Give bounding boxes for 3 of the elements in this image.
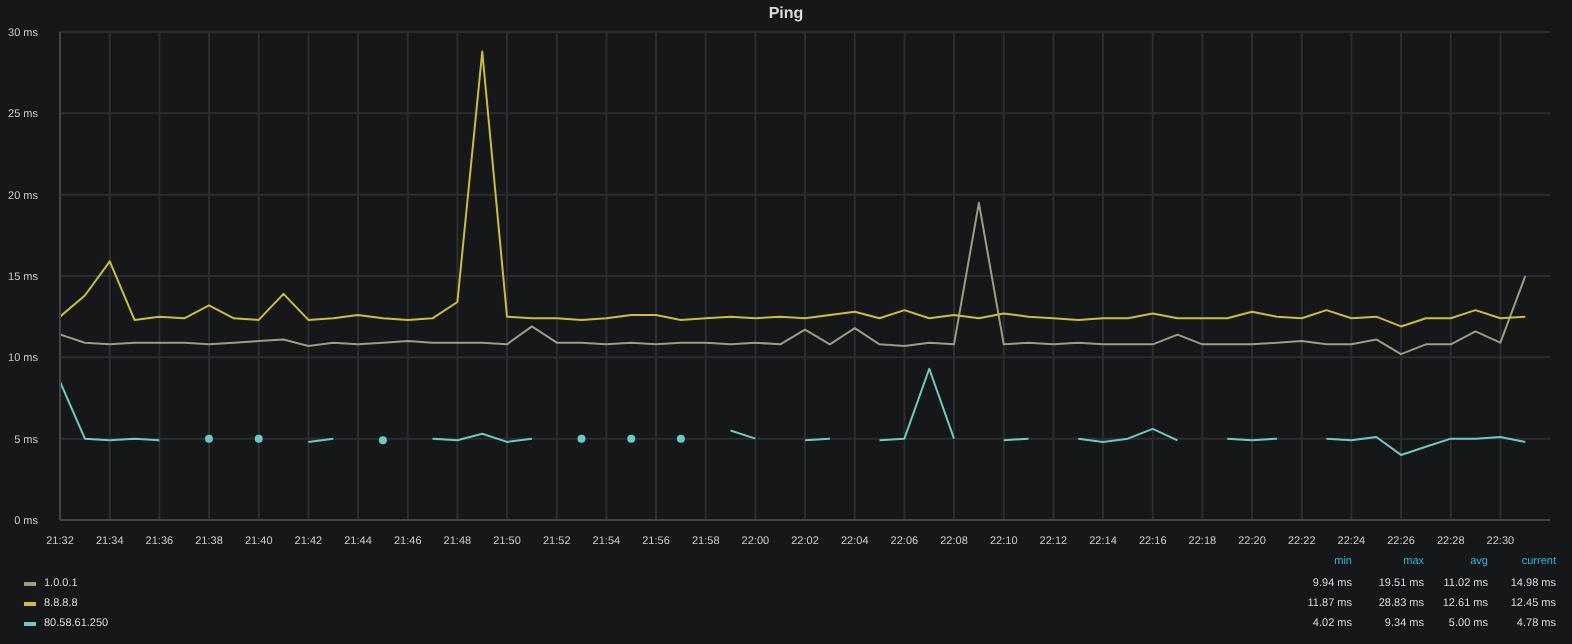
line-series — [60, 50, 1527, 328]
chart-title: Ping — [766, 4, 806, 22]
line-series — [60, 201, 1527, 356]
